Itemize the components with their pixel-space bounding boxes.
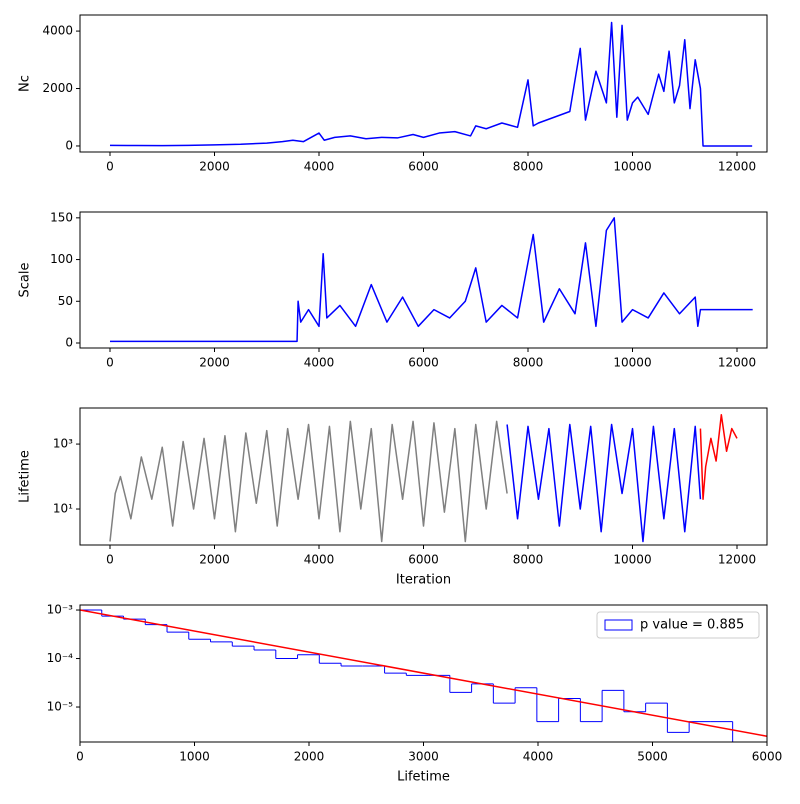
x-tick-label: 12000: [718, 356, 756, 370]
y-tick-label: 0: [65, 335, 73, 349]
y-tick-label: 10⁻⁴: [47, 651, 74, 665]
x-tick-label: 6000: [752, 750, 783, 764]
y-tick-label: 10¹: [53, 502, 73, 516]
plot-area: [80, 609, 767, 742]
x-tick-label: 2000: [199, 356, 230, 370]
x-tick-label: 6000: [408, 160, 439, 174]
y-tick-label: 10⁻³: [47, 603, 74, 617]
y-tick-label: 4000: [42, 24, 73, 38]
x-tick-label: 12000: [718, 160, 756, 174]
line: [109, 217, 753, 343]
y-axis-label: Nc: [18, 75, 33, 92]
line: [109, 420, 508, 543]
y-tick-label: 150: [50, 210, 73, 224]
axes-frame: [79, 407, 768, 546]
axes-frame: [79, 604, 768, 743]
x-tick-label: 2000: [199, 160, 230, 174]
x-tick-label: 6000: [408, 356, 439, 370]
fit-line: [80, 609, 767, 737]
x-tick-label: 10000: [613, 553, 651, 567]
axes-frame: [79, 14, 768, 153]
y-tick-label: 10³: [53, 437, 73, 451]
x-tick-label: 8000: [513, 160, 544, 174]
x-tick-label: 6000: [408, 553, 439, 567]
y-tick-label: 0: [65, 138, 73, 152]
x-tick-label: 0: [106, 160, 114, 174]
x-tick-label: 8000: [513, 553, 544, 567]
y-tick-label: 100: [50, 252, 73, 266]
y-tick-label: 2000: [42, 81, 73, 95]
y-axis-label: Lifetime: [18, 450, 33, 503]
line: [699, 413, 738, 500]
x-axis-label: Lifetime: [397, 770, 450, 785]
x-tick-label: 0: [106, 356, 114, 370]
x-tick-label: 3000: [408, 750, 439, 764]
plot-area: [109, 21, 753, 147]
y-axis-label: Scale: [18, 263, 33, 298]
x-tick-label: 4000: [304, 553, 335, 567]
legend-handle: [604, 619, 633, 631]
plot-area: [109, 217, 753, 343]
line: [506, 423, 702, 543]
x-axis-label: Iteration: [396, 573, 451, 588]
x-tick-label: 1000: [179, 750, 210, 764]
plot-area: [109, 413, 738, 543]
y-tick-label: 50: [58, 294, 73, 308]
x-tick-label: 5000: [637, 750, 668, 764]
x-tick-label: 2000: [294, 750, 325, 764]
x-tick-label: 0: [76, 750, 84, 764]
y-tick-label: 10⁻⁵: [47, 700, 74, 714]
x-tick-label: 10000: [613, 356, 651, 370]
axes-frame: [79, 211, 768, 349]
line: [109, 21, 753, 147]
x-tick-label: 2000: [199, 553, 230, 567]
x-tick-label: 4000: [523, 750, 554, 764]
legend-box: [596, 611, 760, 639]
x-tick-label: 4000: [304, 160, 335, 174]
x-tick-label: 12000: [718, 553, 756, 567]
x-tick-label: 4000: [304, 356, 335, 370]
x-tick-label: 10000: [613, 160, 651, 174]
legend-label: p value = 0.885: [640, 618, 744, 633]
x-tick-label: 8000: [513, 356, 544, 370]
x-tick-label: 0: [106, 553, 114, 567]
